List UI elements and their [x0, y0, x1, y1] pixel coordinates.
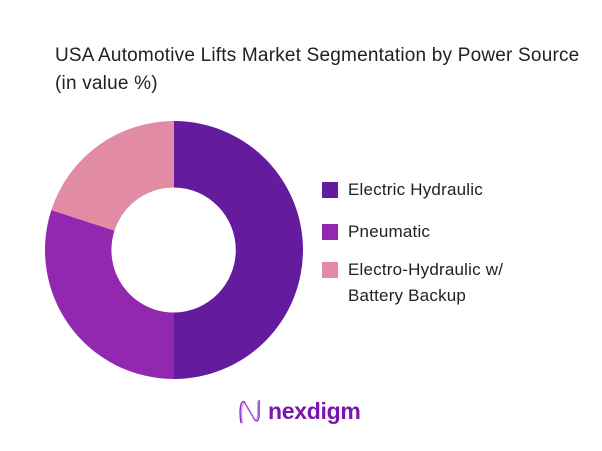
legend-label: Electric Hydraulic: [348, 180, 483, 199]
legend-swatch-pneumatic: [322, 224, 338, 240]
brand-wordmark: nexdigm: [268, 398, 361, 424]
donut-segment: [51, 120, 175, 231]
donut-segment: [174, 121, 303, 379]
legend-item: Pneumatic: [322, 219, 503, 245]
legend-swatch-electric-hydraulic: [322, 182, 338, 198]
donut-chart: [44, 120, 303, 379]
legend-item: Electric Hydraulic: [322, 177, 503, 203]
legend-swatch-electro-hydraulic: [322, 262, 338, 278]
legend-item: Electro-Hydraulic w/ Battery Backup: [322, 257, 503, 309]
legend-label: Pneumatic: [348, 222, 431, 241]
donut-segment: [44, 210, 175, 379]
donut-chart-svg: [44, 120, 303, 379]
chart-title: USA Automotive Lifts Market Segmentation…: [55, 45, 580, 94]
legend-label: Electro-Hydraulic w/ Battery Backup: [348, 260, 504, 305]
nexdigm-wave-n-icon: [239, 399, 260, 424]
nexdigm-logo: nexdigm: [237, 395, 361, 427]
chart-legend: Electric Hydraulic Pneumatic Electro-Hyd…: [322, 177, 503, 309]
